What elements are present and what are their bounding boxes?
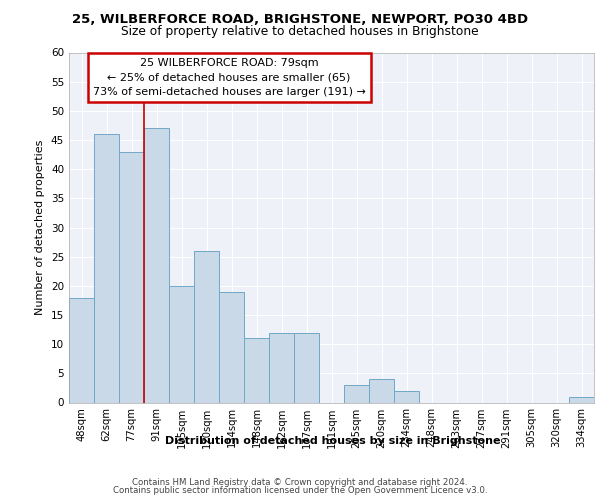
Bar [69,298,94,403]
Bar [119,152,144,402]
Bar [194,251,219,402]
Text: Size of property relative to detached houses in Brighstone: Size of property relative to detached ho… [121,25,479,38]
Text: Distribution of detached houses by size in Brighstone: Distribution of detached houses by size … [165,436,501,446]
Bar [219,292,244,403]
Text: 25 WILBERFORCE ROAD: 79sqm
← 25% of detached houses are smaller (65)
73% of semi: 25 WILBERFORCE ROAD: 79sqm ← 25% of deta… [92,58,365,98]
Bar [569,396,594,402]
Bar [144,128,169,402]
Bar [169,286,194,403]
Text: Contains HM Land Registry data © Crown copyright and database right 2024.: Contains HM Land Registry data © Crown c… [132,478,468,487]
Text: Contains public sector information licensed under the Open Government Licence v3: Contains public sector information licen… [113,486,487,495]
Bar [244,338,269,402]
Y-axis label: Number of detached properties: Number of detached properties [35,140,46,315]
Bar [344,385,369,402]
Bar [94,134,119,402]
Bar [294,332,319,402]
Bar [369,379,394,402]
Text: 25, WILBERFORCE ROAD, BRIGHSTONE, NEWPORT, PO30 4BD: 25, WILBERFORCE ROAD, BRIGHSTONE, NEWPOR… [72,13,528,26]
Bar [394,391,419,402]
Bar [269,332,294,402]
